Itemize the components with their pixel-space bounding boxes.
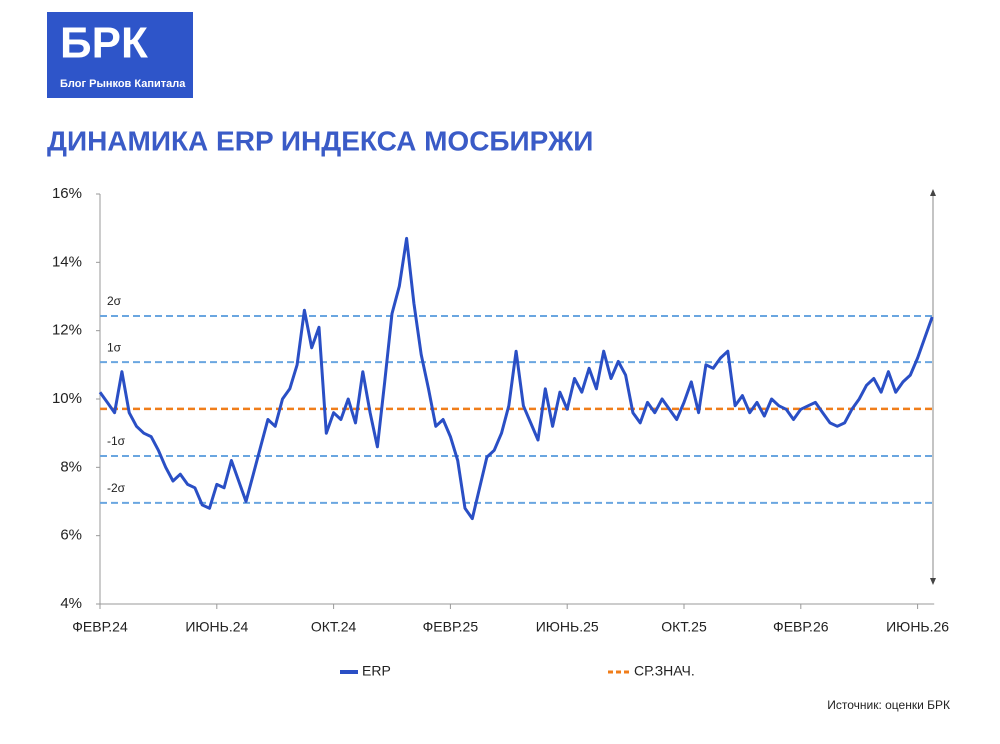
series-line bbox=[98, 236, 934, 521]
sigma-label: 1σ bbox=[107, 340, 122, 354]
y-tick-label: 16% bbox=[52, 185, 82, 202]
x-tick-label: ФЕВР.26 bbox=[773, 619, 829, 635]
y-tick-label: 12% bbox=[52, 322, 82, 339]
x-tick-label: ОКТ.24 bbox=[311, 619, 357, 635]
source: Источник: оценки БРК bbox=[827, 698, 950, 712]
sigma-label: -1σ bbox=[107, 434, 126, 448]
x-tick-label: ИЮНЬ.26 bbox=[886, 619, 949, 635]
x-tick-label: ФЕВР.25 bbox=[423, 619, 479, 635]
y-tick-label: 4% bbox=[60, 595, 82, 612]
x-tick-label: ОКТ.25 bbox=[661, 619, 707, 635]
y-tick-label: 8% bbox=[60, 458, 82, 475]
legend-label: СР.ЗНАЧ. bbox=[634, 663, 695, 679]
sigma-label: 2σ bbox=[107, 294, 122, 308]
x-tick-label: ИЮНЬ.25 bbox=[536, 619, 599, 635]
y-tick-label: 14% bbox=[52, 253, 82, 270]
chart-title: ДИНАМИКА ERP ИНДЕКСА МОСБИРЖИ bbox=[47, 125, 593, 156]
y-tick-label: 10% bbox=[52, 390, 82, 407]
sigma-label: -2σ bbox=[107, 481, 126, 495]
x-tick-label: ФЕВР.24 bbox=[72, 619, 128, 635]
y-tick-label: 6% bbox=[60, 527, 82, 544]
logo-subtitle: Блог Рынков Капитала bbox=[60, 78, 186, 90]
x-tick-label: ИЮНЬ.24 bbox=[185, 619, 248, 635]
legend-label: ERP bbox=[362, 663, 391, 679]
logo-box bbox=[47, 12, 193, 98]
logo: БРК bbox=[60, 19, 148, 68]
